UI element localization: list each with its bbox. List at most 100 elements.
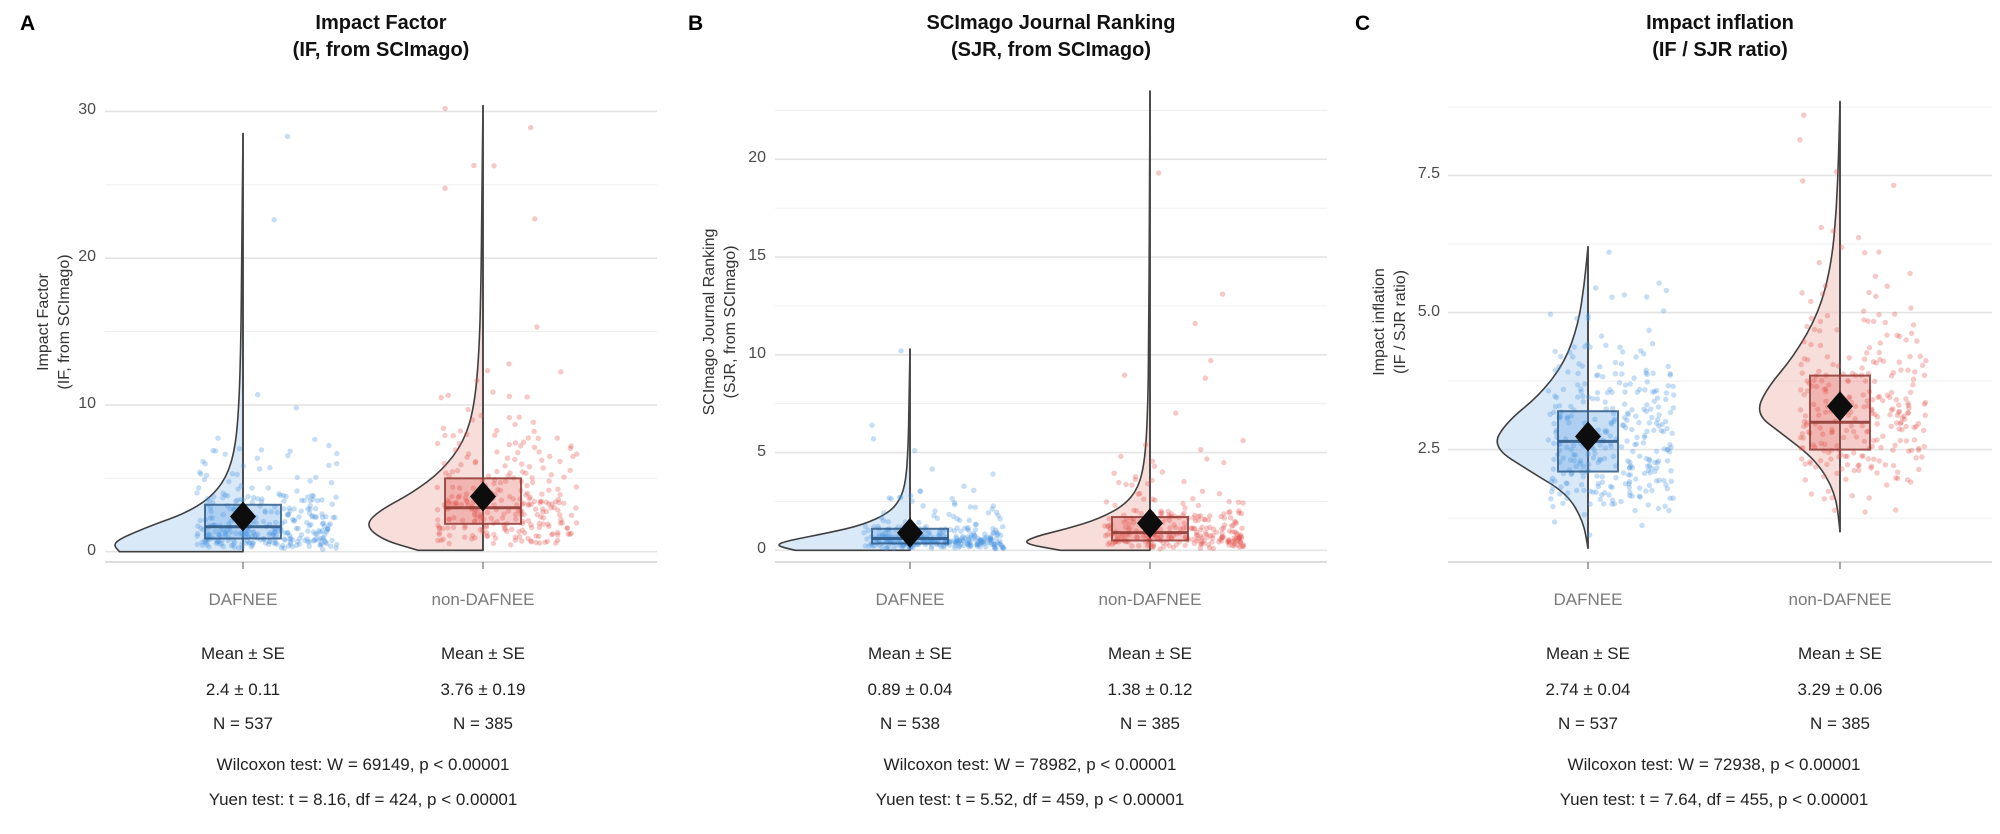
data-point <box>509 526 515 532</box>
data-point <box>307 538 313 545</box>
data-point <box>1548 478 1555 485</box>
data-point <box>1839 466 1845 472</box>
data-point <box>490 389 496 395</box>
data-point <box>265 485 271 491</box>
data-point <box>1897 437 1904 444</box>
violin-a-dafnee <box>114 132 244 553</box>
data-point <box>309 513 315 519</box>
data-point <box>282 518 288 525</box>
data-point <box>989 506 995 512</box>
data-point <box>1150 543 1157 550</box>
data-point <box>449 493 455 500</box>
data-point <box>1202 530 1209 536</box>
panel-a-yuen-test: Yuen test: t = 8.16, df = 424, p < 0.000… <box>208 790 518 809</box>
data-point <box>214 539 220 545</box>
data-point <box>1195 536 1201 542</box>
data-point <box>1166 533 1172 539</box>
data-point <box>1237 539 1243 545</box>
data-point <box>1626 472 1632 478</box>
data-point <box>1166 517 1173 524</box>
panel-a-title-line2: (IF, from SCImago) <box>292 39 470 61</box>
data-point <box>326 442 332 449</box>
data-point <box>1594 473 1600 479</box>
data-point <box>546 501 552 507</box>
data-point <box>506 493 513 500</box>
data-point <box>284 530 290 536</box>
data-point <box>530 419 536 425</box>
data-point <box>1238 539 1244 546</box>
data-point <box>1607 483 1614 490</box>
data-point <box>1158 526 1164 532</box>
data-point <box>301 497 307 504</box>
data-point <box>434 440 441 447</box>
data-point <box>1907 389 1914 396</box>
data-point <box>1910 322 1917 328</box>
data-point <box>1210 545 1217 552</box>
data-point <box>882 530 888 536</box>
data-point <box>1842 453 1849 460</box>
data-point <box>1603 342 1609 348</box>
data-point <box>540 515 546 521</box>
data-point <box>305 494 311 500</box>
data-point <box>1202 375 1209 381</box>
data-point <box>1198 541 1204 548</box>
data-point <box>1882 462 1889 468</box>
violin-b-dafnee <box>778 348 911 552</box>
data-point <box>494 449 500 455</box>
data-point <box>1643 408 1650 414</box>
data-point <box>1606 492 1612 498</box>
data-point <box>974 542 980 548</box>
data-point <box>281 530 288 536</box>
data-point <box>977 544 984 550</box>
data-point <box>1876 312 1882 318</box>
data-point <box>1898 419 1905 426</box>
data-point <box>1664 458 1671 464</box>
data-point <box>526 464 533 470</box>
data-point <box>1590 455 1597 461</box>
data-point <box>987 534 994 540</box>
data-point <box>555 486 561 492</box>
data-point <box>1000 524 1006 530</box>
data-point <box>898 494 904 501</box>
data-point <box>280 542 286 549</box>
data-point <box>197 517 203 524</box>
data-point <box>966 538 972 545</box>
data-point <box>1906 448 1912 454</box>
data-point <box>1855 234 1862 241</box>
data-point <box>507 470 513 476</box>
panel-b-wilcoxon-test: Wilcoxon test: W = 78982, p < 0.00001 <box>883 755 1177 774</box>
data-point <box>1882 319 1888 326</box>
data-point <box>1667 441 1673 448</box>
data-point <box>464 431 470 438</box>
data-point <box>1193 532 1200 539</box>
data-point <box>305 539 311 545</box>
data-point <box>965 537 972 543</box>
boxplot-c-non-dafnee <box>1809 374 1871 451</box>
data-point <box>217 527 224 534</box>
panel-c-category-non-dafnee: non-DAFNEE <box>1788 590 1892 609</box>
data-point <box>524 490 531 496</box>
data-point <box>862 543 868 549</box>
data-point <box>957 517 963 524</box>
data-point <box>1191 515 1197 521</box>
data-point <box>1650 370 1656 376</box>
data-point <box>282 536 288 542</box>
data-point <box>1585 394 1592 400</box>
data-point <box>1896 408 1903 415</box>
data-point <box>1895 475 1901 481</box>
data-point <box>1158 510 1164 516</box>
data-point <box>275 528 282 534</box>
data-point <box>318 541 324 547</box>
data-point <box>1634 389 1641 395</box>
data-point <box>1894 420 1900 426</box>
data-point <box>1892 311 1898 317</box>
data-point <box>274 509 280 516</box>
data-point <box>1601 455 1608 462</box>
data-point <box>1653 387 1660 393</box>
data-point <box>465 406 471 413</box>
data-point <box>956 538 962 544</box>
data-point <box>525 502 531 508</box>
data-point <box>1568 413 1575 419</box>
data-point <box>1578 386 1584 392</box>
data-point <box>1607 433 1614 439</box>
